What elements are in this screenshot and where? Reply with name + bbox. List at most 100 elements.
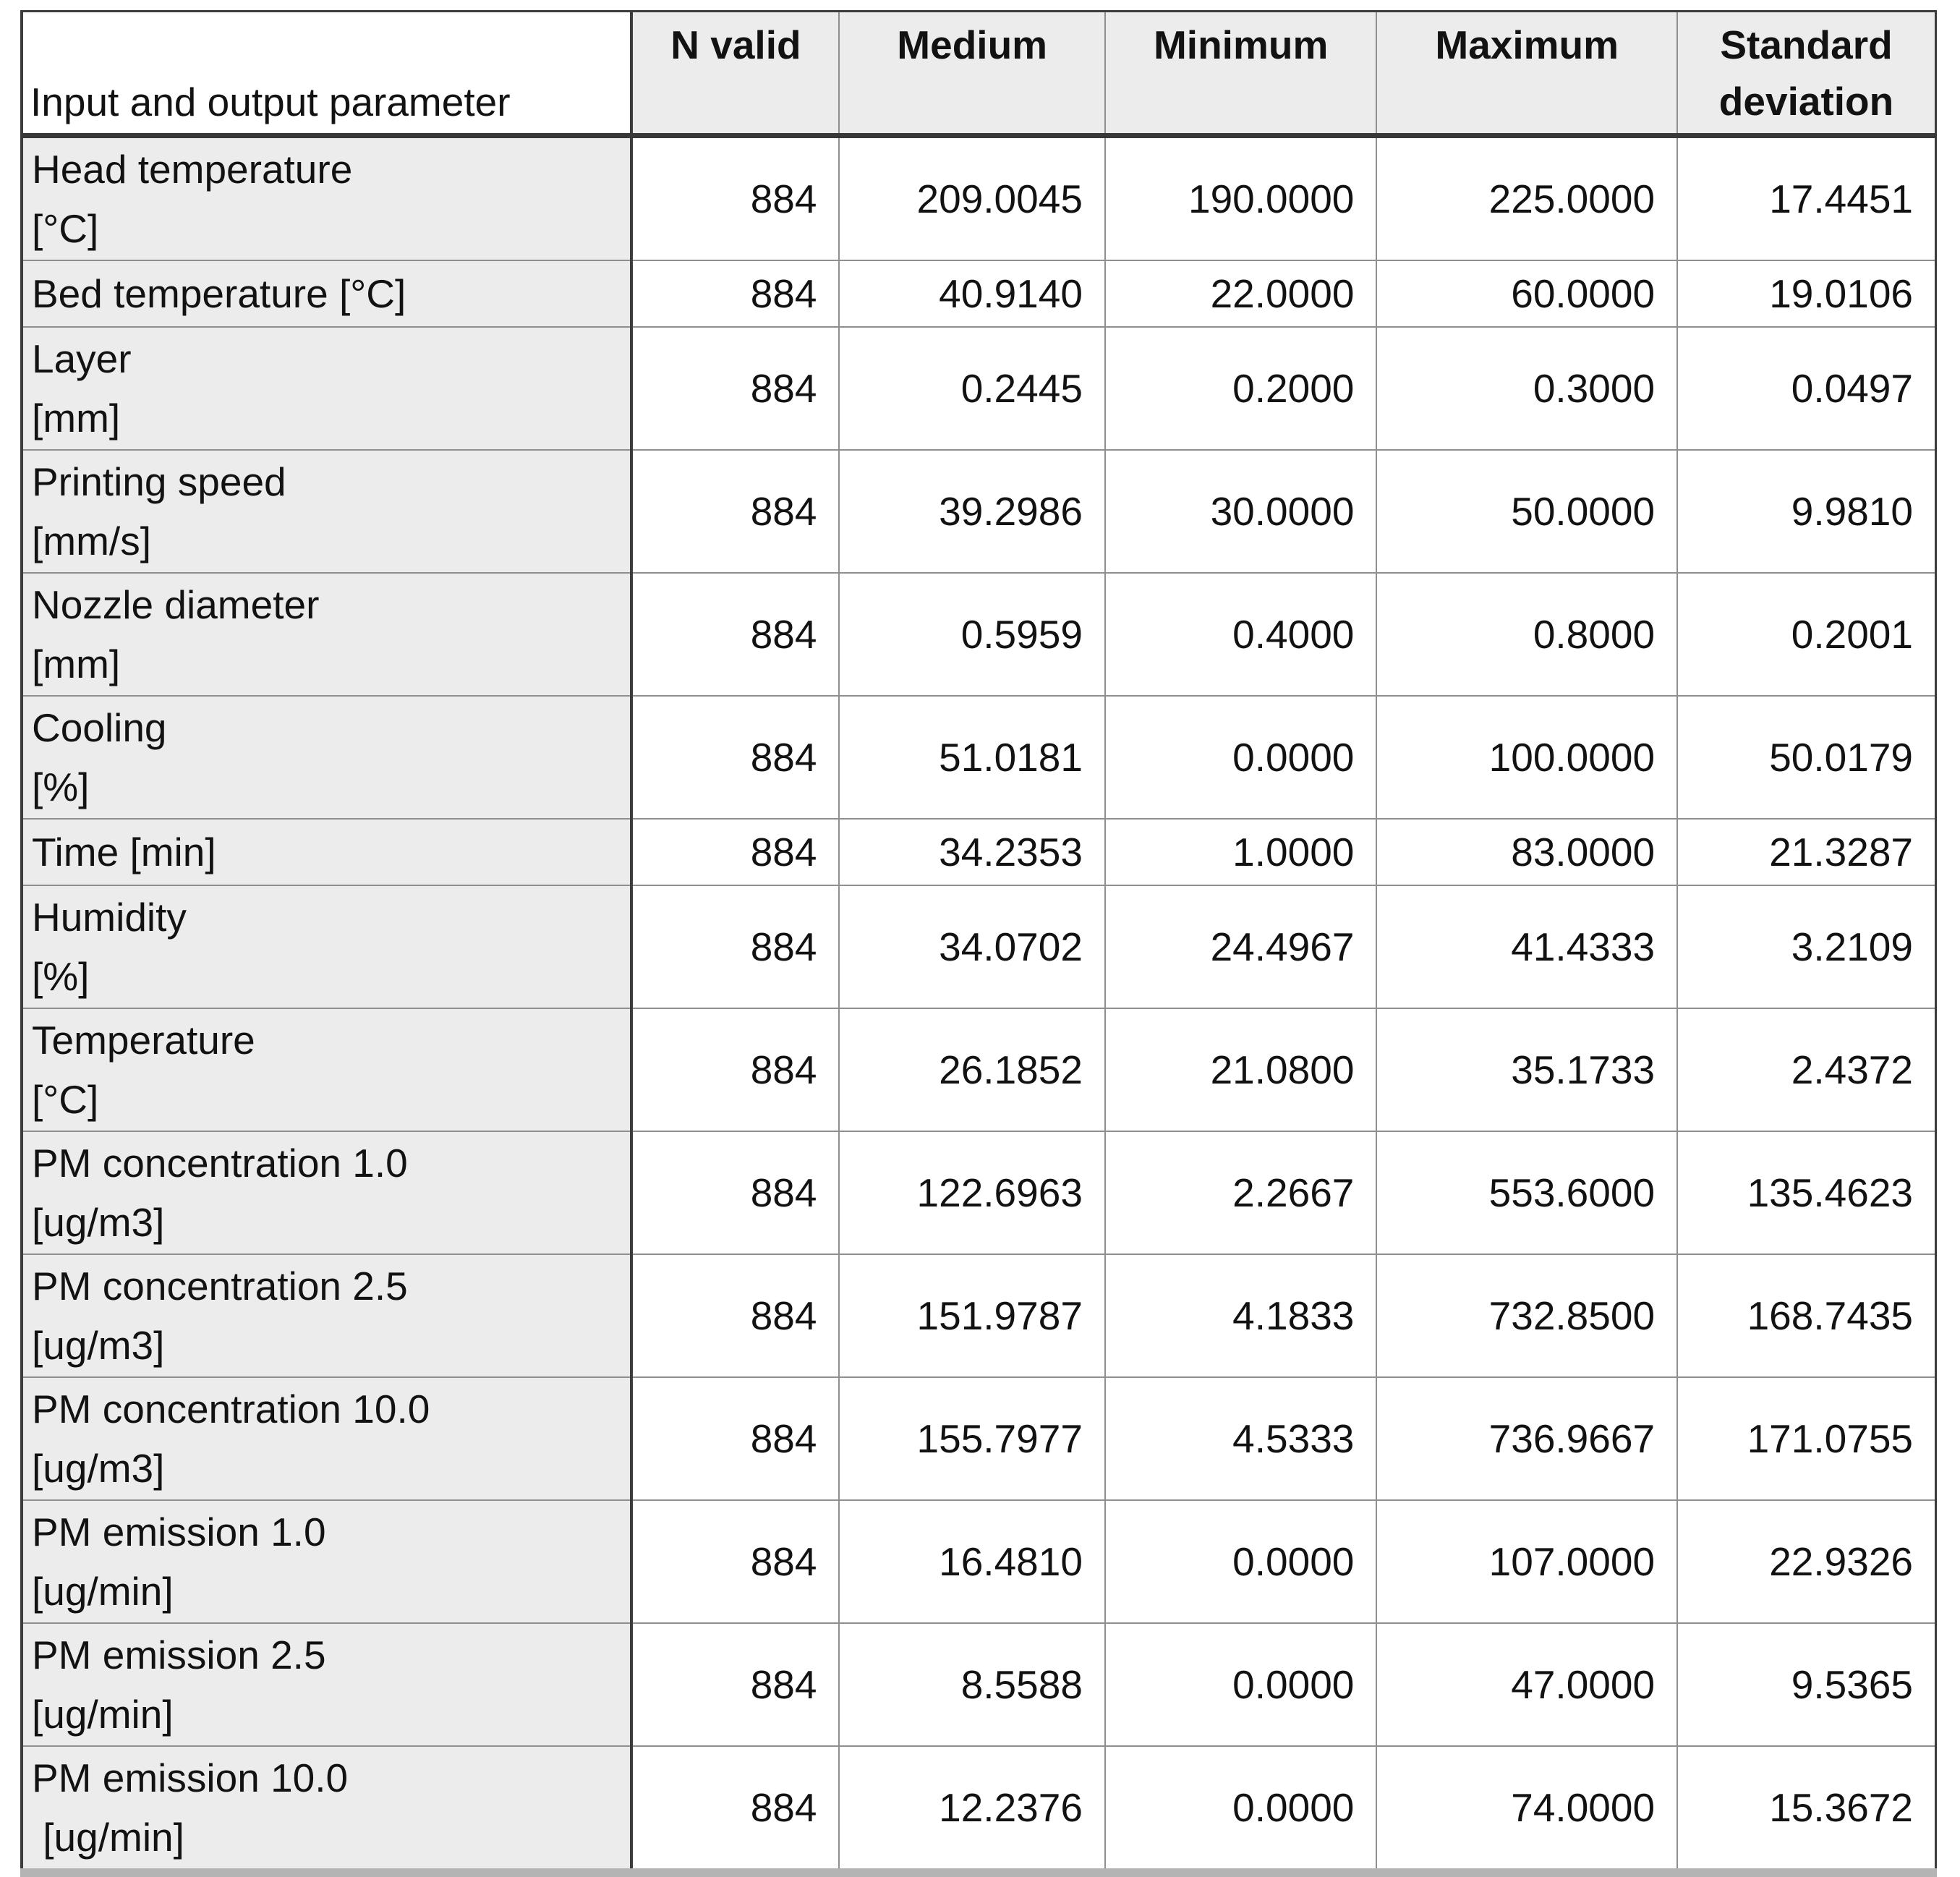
param-cell: Printing speed [mm/s] bbox=[20, 449, 634, 574]
minimum-cell: 22.0000 bbox=[1104, 260, 1378, 328]
minimum-cell: 2.2667 bbox=[1104, 1131, 1378, 1255]
std-dev-cell: 15.3672 bbox=[1676, 1745, 1937, 1873]
column-header-std-deviation: Standard deviation bbox=[1676, 10, 1937, 138]
maximum-cell: 35.1733 bbox=[1376, 1008, 1679, 1132]
param-unit: [ug/min] bbox=[32, 1692, 174, 1737]
param-cell: PM emission 1.0 [ug/min] bbox=[20, 1499, 634, 1624]
n-valid-cell: 884 bbox=[631, 572, 840, 697]
column-header-parameter: Input and output parameter bbox=[20, 10, 634, 138]
table-row-humidity: Humidity [%] 884 34.0702 24.4967 41.4333… bbox=[20, 885, 1937, 1009]
n-valid-cell: 884 bbox=[631, 326, 840, 451]
minimum-cell: 4.1833 bbox=[1104, 1254, 1378, 1378]
std-dev-cell: 22.9326 bbox=[1676, 1499, 1937, 1624]
maximum-cell: 0.8000 bbox=[1376, 572, 1679, 697]
n-valid-cell: 884 bbox=[631, 135, 840, 261]
medium-cell: 155.7977 bbox=[838, 1376, 1106, 1501]
param-unit: [ug/m3] bbox=[32, 1446, 165, 1491]
medium-cell: 39.2986 bbox=[838, 449, 1106, 574]
param-label: PM emission 1.0 bbox=[32, 1510, 326, 1554]
maximum-cell: 0.3000 bbox=[1376, 326, 1679, 451]
medium-cell: 122.6963 bbox=[838, 1131, 1106, 1255]
n-valid-cell: 884 bbox=[631, 1008, 840, 1132]
minimum-cell: 190.0000 bbox=[1104, 135, 1378, 261]
medium-cell: 16.4810 bbox=[838, 1499, 1106, 1624]
param-label: PM concentration 10.0 bbox=[32, 1387, 430, 1431]
minimum-cell: 0.0000 bbox=[1104, 1745, 1378, 1873]
maximum-cell: 553.6000 bbox=[1376, 1131, 1679, 1255]
medium-cell: 0.5959 bbox=[838, 572, 1106, 697]
std-dev-cell: 17.4451 bbox=[1676, 135, 1937, 261]
n-valid-cell: 884 bbox=[631, 1745, 840, 1873]
table-row-pm-concentration-10-0: PM concentration 10.0 [ug/m3] 884 155.79… bbox=[20, 1376, 1937, 1501]
std-dev-cell: 19.0106 bbox=[1676, 260, 1937, 328]
table-row-cooling: Cooling [%] 884 51.0181 0.0000 100.0000 … bbox=[20, 695, 1937, 820]
parameters-statistics-table: Input and output parameter N valid Mediu… bbox=[20, 10, 1937, 1877]
header-row: Input and output parameter N valid Mediu… bbox=[20, 10, 1937, 138]
medium-cell: 0.2445 bbox=[838, 326, 1106, 451]
n-valid-cell: 884 bbox=[631, 449, 840, 574]
param-label: Layer bbox=[32, 336, 132, 381]
param-cell: Temperature [°C] bbox=[20, 1008, 634, 1132]
param-cell: PM concentration 1.0 [ug/m3] bbox=[20, 1131, 634, 1255]
n-valid-cell: 884 bbox=[631, 1254, 840, 1378]
param-unit: [ug/min] bbox=[32, 1569, 174, 1614]
column-header-minimum: Minimum bbox=[1104, 10, 1378, 138]
n-valid-cell: 884 bbox=[631, 818, 840, 886]
param-label: Bed temperature [°C] bbox=[32, 271, 406, 316]
std-dev-cell: 171.0755 bbox=[1676, 1376, 1937, 1501]
param-unit: [ug/m3] bbox=[32, 1323, 165, 1368]
maximum-cell: 74.0000 bbox=[1376, 1745, 1679, 1873]
table-row-layer: Layer [mm] 884 0.2445 0.2000 0.3000 0.04… bbox=[20, 326, 1937, 451]
std-dev-cell: 0.0497 bbox=[1676, 326, 1937, 451]
n-valid-cell: 884 bbox=[631, 695, 840, 820]
table-row-temperature: Temperature [°C] 884 26.1852 21.0800 35.… bbox=[20, 1008, 1937, 1132]
maximum-cell: 107.0000 bbox=[1376, 1499, 1679, 1624]
maximum-cell: 41.4333 bbox=[1376, 885, 1679, 1009]
param-cell: Cooling [%] bbox=[20, 695, 634, 820]
std-dev-cell: 50.0179 bbox=[1676, 695, 1937, 820]
minimum-cell: 0.0000 bbox=[1104, 1622, 1378, 1747]
table-row-printing-speed: Printing speed [mm/s] 884 39.2986 30.000… bbox=[20, 449, 1937, 574]
param-cell: Head temperature [°C] bbox=[20, 135, 634, 261]
param-unit: [%] bbox=[32, 765, 90, 809]
maximum-cell: 83.0000 bbox=[1376, 818, 1679, 886]
param-cell: Humidity [%] bbox=[20, 885, 634, 1009]
param-label: PM emission 10.0 bbox=[32, 1755, 349, 1800]
param-unit: [ug/m3] bbox=[32, 1200, 165, 1245]
column-header-n-valid: N valid bbox=[631, 10, 840, 138]
param-label: PM concentration 2.5 bbox=[32, 1264, 408, 1308]
param-unit: [%] bbox=[32, 954, 90, 999]
minimum-cell: 0.2000 bbox=[1104, 326, 1378, 451]
medium-cell: 26.1852 bbox=[838, 1008, 1106, 1132]
n-valid-cell: 884 bbox=[631, 260, 840, 328]
param-unit: [°C] bbox=[32, 1077, 99, 1122]
table-row-nozzle-diameter: Nozzle diameter [mm] 884 0.5959 0.4000 0… bbox=[20, 572, 1937, 697]
n-valid-cell: 884 bbox=[631, 1376, 840, 1501]
param-label: Temperature bbox=[32, 1018, 255, 1063]
param-unit: [mm] bbox=[32, 642, 121, 686]
param-label: PM concentration 1.0 bbox=[32, 1141, 408, 1186]
column-header-maximum: Maximum bbox=[1376, 10, 1679, 138]
minimum-cell: 0.4000 bbox=[1104, 572, 1378, 697]
param-cell: Nozzle diameter [mm] bbox=[20, 572, 634, 697]
table-row-head-temperature: Head temperature [°C] 884 209.0045 190.0… bbox=[20, 135, 1937, 261]
n-valid-cell: 884 bbox=[631, 885, 840, 1009]
param-cell: PM emission 10.0 [ug/min] bbox=[20, 1745, 634, 1873]
maximum-cell: 732.8500 bbox=[1376, 1254, 1679, 1378]
maximum-cell: 60.0000 bbox=[1376, 260, 1679, 328]
param-unit: [mm] bbox=[32, 396, 121, 440]
table-row-time: Time [min] 884 34.2353 1.0000 83.0000 21… bbox=[20, 818, 1937, 886]
n-valid-cell: 884 bbox=[631, 1622, 840, 1747]
medium-cell: 40.9140 bbox=[838, 260, 1106, 328]
std-dev-cell: 0.2001 bbox=[1676, 572, 1937, 697]
maximum-cell: 100.0000 bbox=[1376, 695, 1679, 820]
std-dev-cell: 21.3287 bbox=[1676, 818, 1937, 886]
param-unit: [mm/s] bbox=[32, 519, 151, 563]
maximum-cell: 47.0000 bbox=[1376, 1622, 1679, 1747]
table-row-pm-concentration-1-0: PM concentration 1.0 [ug/m3] 884 122.696… bbox=[20, 1131, 1937, 1255]
medium-cell: 34.2353 bbox=[838, 818, 1106, 886]
n-valid-cell: 884 bbox=[631, 1131, 840, 1255]
maximum-cell: 736.9667 bbox=[1376, 1376, 1679, 1501]
param-cell: Time [min] bbox=[20, 818, 634, 886]
param-cell: Bed temperature [°C] bbox=[20, 260, 634, 328]
